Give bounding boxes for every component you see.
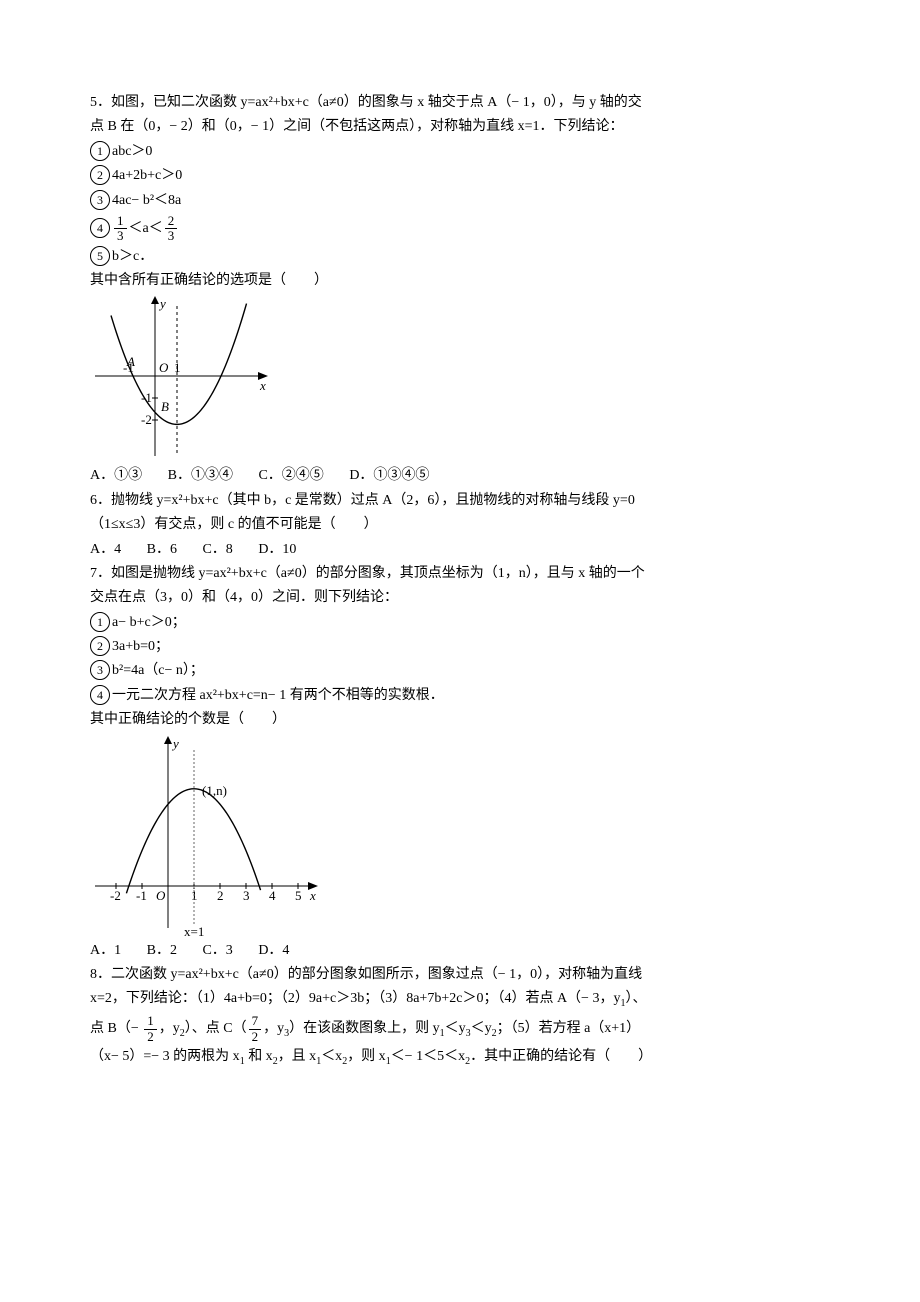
q7-graph: -2-112345(1,n)yxOx=1 (90, 736, 320, 936)
svg-text:O: O (159, 360, 169, 375)
svg-text:4: 4 (269, 888, 276, 903)
q7-opt-d: D．4 (258, 943, 289, 958)
svg-text:-1: -1 (141, 390, 152, 405)
q5-opt-c: C．②④⑤ (258, 468, 323, 483)
svg-text:x=1: x=1 (184, 924, 204, 936)
q7-stem-1: 7．如图是抛物线 y=ax²+bx+c（a≠0）的部分图象，其顶点坐标为（1，n… (90, 563, 830, 585)
q5-statement-1: 1abc＞0 (90, 141, 830, 163)
q5-options: A．①③ B．①③④ C．②④⑤ D．①③④⑤ (90, 465, 830, 487)
svg-text:5: 5 (295, 888, 302, 903)
svg-text:y: y (158, 296, 166, 311)
svg-text:O: O (156, 888, 166, 903)
q5-statement-4: 413＜a＜23 (90, 214, 830, 244)
q6-opt-a: A．4 (90, 542, 121, 557)
q7-opt-b: B．2 (147, 943, 177, 958)
q7-options: A．1 B．2 C．3 D．4 (90, 940, 830, 962)
q6-opt-d: D．10 (258, 542, 296, 557)
svg-text:y: y (171, 736, 179, 751)
svg-text:-1: -1 (136, 888, 147, 903)
q8-stem-2: x=2，下列结论：（1）4a+b=0；（2）9a+c＞3b；（3）8a+7b+2… (90, 988, 830, 1012)
svg-text:B: B (161, 399, 169, 414)
q6-options: A．4 B．6 C．8 D．10 (90, 539, 830, 561)
q6-opt-c: C．8 (202, 542, 232, 557)
q5-stem-1: 5．如图，已知二次函数 y=ax²+bx+c（a≠0）的图象与 x 轴交于点 A… (90, 92, 830, 114)
q8-stem-4: （x− 5）=− 3 的两根为 x1 和 x2，且 x1＜x2，则 x1＜− 1… (90, 1046, 830, 1070)
q5-stem-2: 点 B 在（0，− 2）和（0，− 1）之间（不包括这两点），对称轴为直线 x=… (90, 116, 830, 138)
q7-statement-1: 1a− b+c＞0； (90, 612, 830, 634)
q6-stem-1: 6．抛物线 y=x²+bx+c（其中 b，c 是常数）过点 A（2，6），且抛物… (90, 490, 830, 512)
svg-text:x: x (259, 378, 266, 393)
q7-statement-4: 4一元二次方程 ax²+bx+c=n− 1 有两个不相等的实数根． (90, 685, 830, 707)
svg-text:-2: -2 (141, 412, 152, 427)
q5-opt-d: D．①③④⑤ (349, 468, 429, 483)
svg-text:(1,n): (1,n) (202, 782, 227, 797)
q5-statement-3: 34ac− b²＜8a (90, 190, 830, 212)
svg-text:1: 1 (174, 360, 181, 375)
svg-text:A: A (126, 354, 135, 369)
q6-opt-b: B．6 (147, 542, 177, 557)
q5-statement-2: 24a+2b+c＞0 (90, 165, 830, 187)
q8-stem-1: 8．二次函数 y=ax²+bx+c（a≠0）的部分图象如图所示，图象过点（− 1… (90, 964, 830, 986)
q5-opt-b: B．①③④ (168, 468, 233, 483)
svg-text:2: 2 (217, 888, 224, 903)
q8-stem-3: 点 B（− 12，y2）、点 C（72，y3）在该函数图象上，则 y1＜y3＜y… (90, 1014, 830, 1044)
q7-stem-2: 交点在点（3，0）和（4，0）之间．则下列结论： (90, 587, 830, 609)
svg-text:3: 3 (243, 888, 250, 903)
q6-stem-2: （1≤x≤3）有交点，则 c 的值不可能是（ ） (90, 514, 830, 536)
q7-statement-3: 3b²=4a（c− n）； (90, 660, 830, 682)
q5-graph: -11-1-2AOByx (90, 296, 270, 461)
q5-tail: 其中含所有正确结论的选项是（ ） (90, 270, 830, 292)
q7-opt-c: C．3 (202, 943, 232, 958)
q7-opt-a: A．1 (90, 943, 121, 958)
q7-statement-2: 23a+b=0； (90, 636, 830, 658)
svg-text:-2: -2 (110, 888, 121, 903)
q5-statement-5: 5b＞c． (90, 246, 830, 268)
q5-opt-a: A．①③ (90, 468, 142, 483)
svg-text:x: x (309, 888, 316, 903)
q7-tail: 其中正确结论的个数是（ ） (90, 709, 830, 731)
